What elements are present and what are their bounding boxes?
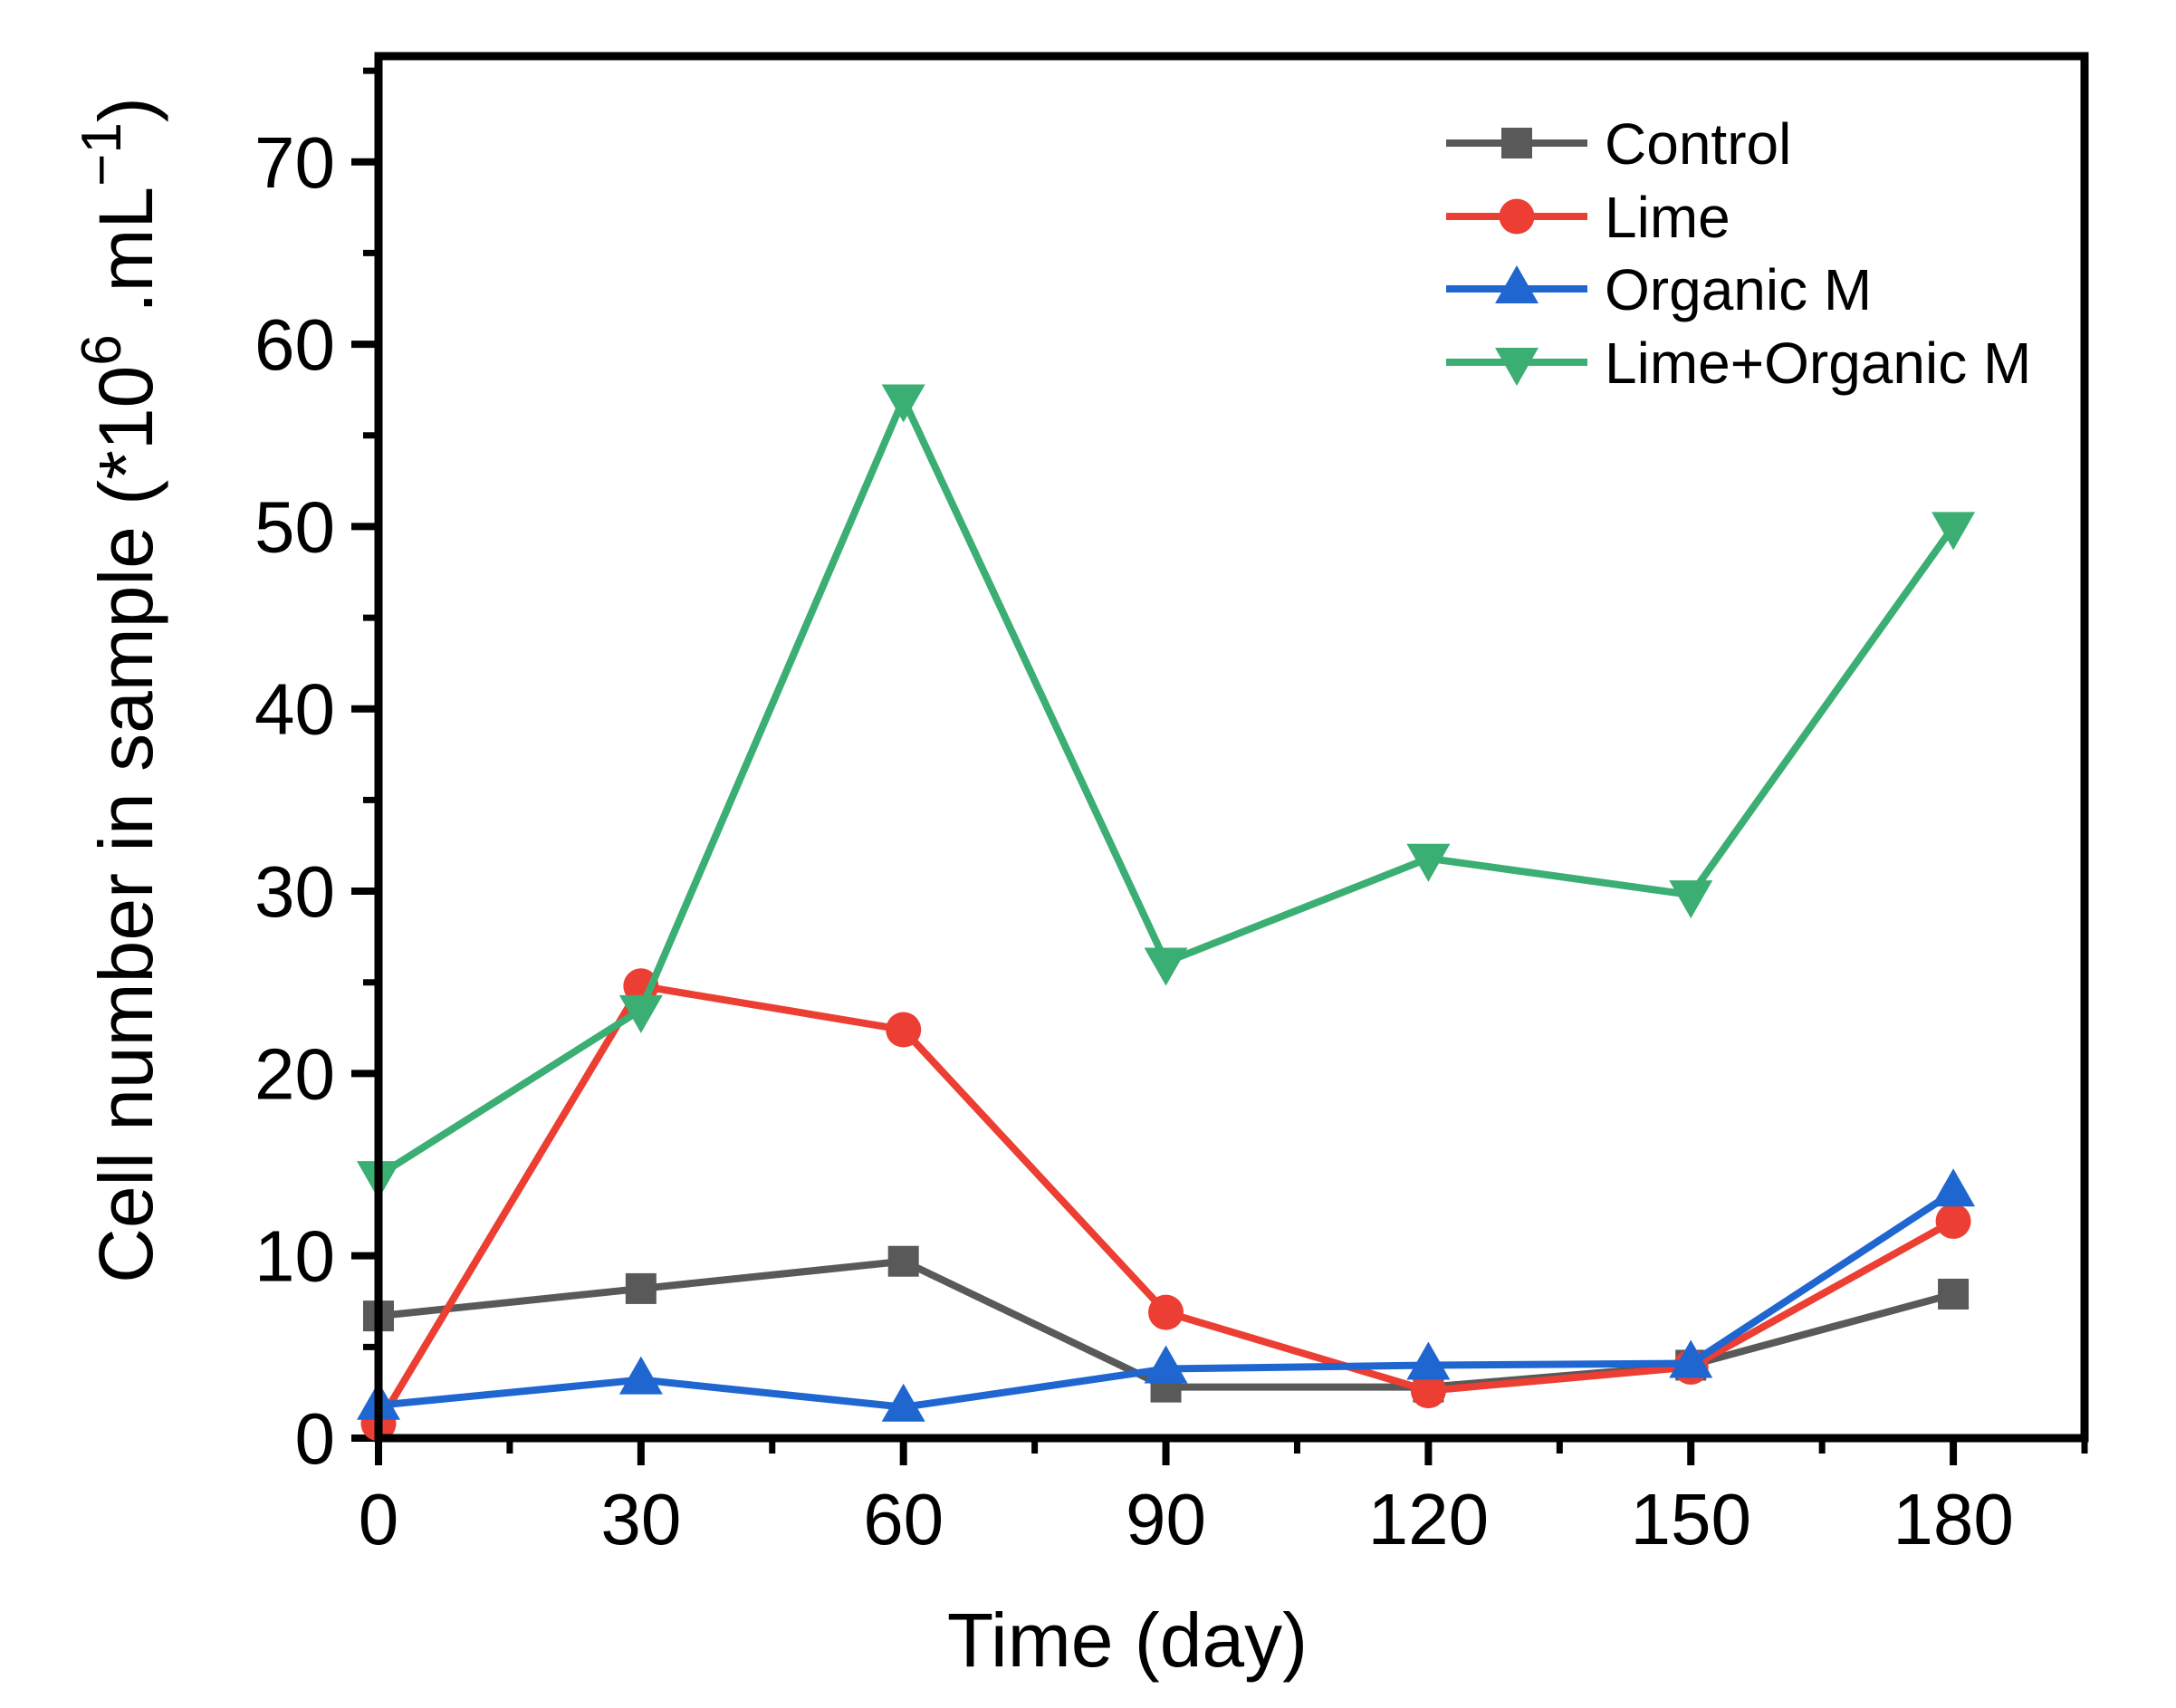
- y-tick-label: 0: [295, 1398, 336, 1479]
- plot-frame: [374, 52, 2089, 1443]
- marker-square: [625, 1272, 657, 1304]
- x-tick-label: 60: [863, 1479, 944, 1559]
- marker-triangle-up: [1144, 1345, 1188, 1384]
- plot-frame-layer: [374, 52, 2089, 1443]
- x-axis-title: Time (day): [947, 1598, 1308, 1683]
- marker-triangle-down: [1669, 880, 1713, 919]
- legend-label: Lime: [1605, 185, 1730, 250]
- legend-item-control: Control: [1446, 111, 1791, 177]
- marker-triangle-up: [1495, 265, 1539, 303]
- x-tick-label: 180: [1893, 1479, 2013, 1559]
- x-tick-label: 90: [1126, 1479, 1206, 1559]
- legend-label: Control: [1605, 111, 1791, 177]
- marker-triangle-down: [1406, 843, 1451, 882]
- y-axis-title: Cell number in sample (*106 .mL−1): [71, 97, 168, 1283]
- y-tick-label: 40: [254, 669, 335, 750]
- x-tick-label: 150: [1630, 1479, 1750, 1559]
- y-tick-label: 70: [254, 122, 335, 203]
- x-tick-label: 120: [1368, 1479, 1489, 1559]
- marker-circle: [1148, 1294, 1184, 1330]
- marker-square: [1501, 128, 1532, 158]
- marker-triangle-down: [881, 384, 925, 423]
- y-axis-title-superscript: −1: [71, 122, 133, 187]
- x-tick-label: 30: [600, 1479, 681, 1559]
- marker-triangle-up: [1406, 1341, 1451, 1380]
- marker-triangle-down: [1144, 947, 1188, 986]
- y-tick-label: 30: [254, 851, 335, 932]
- y-tick-label: 60: [254, 304, 335, 385]
- legend-item-organic-m: Organic M: [1446, 257, 1872, 322]
- marker-circle: [1410, 1373, 1446, 1409]
- legend: Control Lime Organic M Lime+Organic M: [1446, 111, 2031, 396]
- marker-triangle-up: [618, 1356, 663, 1395]
- marker-circle: [1935, 1203, 1971, 1239]
- y-axis-title-part: Cell number in sample (*10: [83, 366, 168, 1283]
- marker-triangle-down: [618, 994, 663, 1033]
- marker-triangle-up: [1932, 1168, 1976, 1207]
- axis-ticks-layer: 0 10 20 30 40 50 60 70 0 30 60 90 120 150 180: [254, 67, 2088, 1559]
- legend-label: Lime+Organic M: [1605, 331, 2031, 396]
- series-line: [376, 389, 1957, 1179]
- y-tick-label: 20: [254, 1033, 335, 1114]
- marker-square: [1938, 1278, 1970, 1310]
- marker-square: [887, 1245, 919, 1277]
- y-axis-title-superscript: 6: [71, 334, 133, 365]
- y-tick-label: 10: [254, 1216, 335, 1297]
- y-axis-title-part: ): [83, 97, 168, 122]
- marker-triangle-up: [1669, 1339, 1713, 1378]
- marker-circle: [1499, 198, 1535, 235]
- marker-triangle-down: [1495, 348, 1539, 386]
- legend-item-lime-organic-m: Lime+Organic M: [1446, 331, 2031, 396]
- marker-circle: [886, 1012, 922, 1048]
- legend-item-lime: Lime: [1446, 185, 1730, 250]
- legend-label: Organic M: [1605, 257, 1872, 322]
- data-series-layer: [357, 384, 1976, 1442]
- y-axis-title-part: .mL: [83, 187, 168, 334]
- series-lime-organic-m: [357, 384, 1976, 1200]
- x-tick-label: 0: [359, 1479, 399, 1559]
- marker-triangle-up: [881, 1383, 925, 1422]
- y-tick-label: 50: [254, 486, 335, 567]
- marker-triangle-down: [1932, 512, 1976, 551]
